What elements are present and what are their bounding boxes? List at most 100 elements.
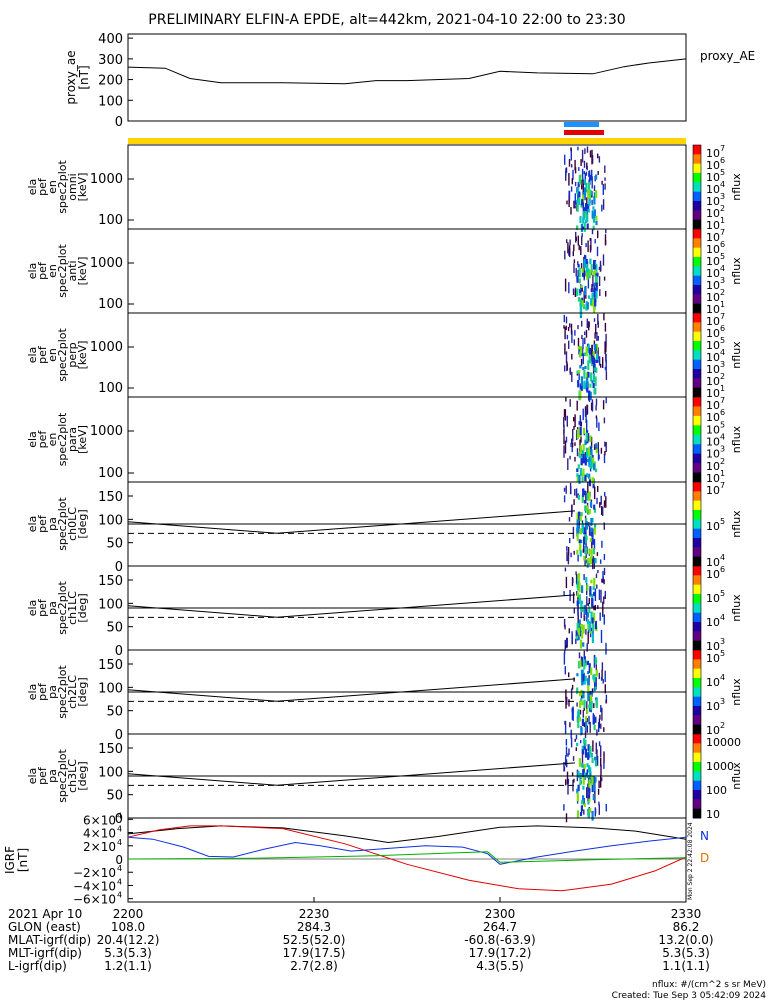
spectrogram-pixel: [586, 146, 589, 153]
spectrogram-pixel: [592, 624, 595, 632]
igrf-ytick-label: −4×10: [73, 879, 116, 893]
spectrogram-pixel: [598, 804, 600, 815]
anti-ylabel-line: ela: [26, 263, 39, 280]
spectrogram-pixel: [577, 380, 580, 388]
spectrogram-pixel: [579, 468, 583, 476]
spectrogram-pixel: [568, 699, 570, 707]
spectrogram-pixel: [563, 495, 566, 503]
spectrogram-pixel: [578, 452, 581, 458]
spectrogram-pixel: [587, 685, 590, 695]
spectrogram-pixel: [581, 149, 584, 163]
spectrogram-pixel: [595, 174, 598, 180]
spectrogram-pixel: [565, 351, 568, 364]
spectrogram-pixel: [572, 526, 575, 539]
colorbar-frame: [692, 733, 702, 819]
spectrogram-pixel: [598, 156, 601, 163]
proxy-ae-ylabel: proxy_ae [nT]: [64, 50, 91, 104]
spectrogram-pixel: [593, 688, 596, 692]
spectrogram-pixel: [595, 282, 598, 292]
spectrogram-pixel: [580, 263, 583, 269]
spectrogram-pixel: [582, 194, 585, 203]
colorbar-tick-exponent: 2: [720, 372, 725, 381]
spectrogram-pixel: [570, 737, 573, 748]
spectrogram-pixel: [592, 206, 595, 210]
spectrogram-pixel: [580, 159, 582, 166]
colorbar-segment: [693, 359, 701, 370]
spectrogram-pixel: [599, 714, 601, 720]
spectrogram-pixel: [589, 245, 592, 253]
spectrogram-pixel: [579, 303, 582, 310]
spectrogram-pixel: [605, 496, 607, 508]
spectrogram-pixel: [586, 492, 589, 501]
spectrogram-pixel: [584, 148, 586, 155]
spectrogram-pixel: [604, 492, 606, 497]
ch3LC-ylabel-line: pa: [46, 769, 59, 783]
colorbar-tick-exponent: 3: [720, 697, 725, 706]
spectrogram-pixel: [600, 705, 602, 713]
spectrogram-pixel: [578, 474, 581, 484]
spectrogram-pixel: [590, 579, 593, 584]
ch3LC-ylabel-line: spec2plot: [56, 749, 69, 803]
spectrogram-pixel: [565, 644, 567, 648]
spectrogram-pixel: [593, 463, 596, 471]
spectrogram-pixel: [602, 679, 604, 684]
spectrogram-pixel: [565, 168, 567, 176]
spectrogram-pixel: [605, 345, 607, 353]
spectrogram-pixel: [594, 239, 596, 244]
spectrogram-pixel: [596, 497, 598, 505]
spectrogram-pixel: [573, 607, 575, 614]
spectrogram-pixel: [572, 288, 575, 296]
spectrogram-pixel: [596, 246, 599, 257]
spectrogram-pixel: [584, 439, 587, 446]
ephemeris-row-label: MLT-igrf(dip): [8, 946, 82, 960]
spectrogram-pixel: [576, 549, 579, 555]
colorbar-tick-label: 10: [706, 363, 720, 376]
footer-units: nflux: #/(cm^2 s sr MeV): [652, 980, 766, 990]
colorbar-label: nflux: [730, 594, 743, 622]
spectrogram-pixel: [591, 454, 594, 460]
colorbar-segment: [693, 594, 701, 604]
spectrogram-pixel: [563, 417, 565, 428]
ch3LC-ylabel-line: [deg]: [76, 761, 89, 790]
colorbar-tick-exponent: 5: [720, 649, 725, 658]
spectrogram-pixel: [583, 605, 586, 614]
spectrogram-pixel: [586, 213, 589, 223]
spectrogram-pixel: [578, 511, 581, 520]
side-stamp-text: Mon Sep 2 22:42:08 2024: [687, 822, 694, 900]
ephemeris-row-label: GLON (east): [8, 920, 81, 934]
igrf-ytick-label: 2×10: [83, 840, 116, 854]
spectrogram-pixel: [580, 449, 583, 460]
igrf-ytick-label: 4×10: [83, 827, 116, 841]
spectrogram-pixel: [580, 612, 582, 619]
colorbar-segment: [693, 724, 701, 735]
spectrogram-pixel: [579, 445, 582, 455]
spectrogram-pixel: [578, 370, 581, 374]
spectrogram-pixel: [602, 506, 604, 516]
spectrogram-pixel: [571, 631, 573, 642]
spectrogram-pixel: [583, 222, 586, 232]
colorbar-tick-label: 10: [706, 640, 720, 653]
spectrogram-pixel: [583, 803, 586, 807]
spectrogram-pixel: [593, 192, 596, 197]
igrf-series-line: [127, 836, 687, 865]
spectrogram-pixel: [580, 601, 583, 611]
igrf-ytick-exponent: 4: [117, 877, 122, 886]
spectrogram-pixel: [588, 195, 591, 199]
spectrogram-pixel: [568, 628, 570, 634]
spectrogram-pixel: [583, 171, 585, 175]
spectrogram-pixel: [583, 270, 585, 279]
colorbar-segment: [693, 519, 701, 530]
colorbar-label: nflux: [730, 510, 743, 538]
spectrogram-pixel: [598, 780, 600, 789]
spectrogram-pixel: [585, 263, 588, 273]
spectrogram-pixel: [567, 778, 570, 784]
ephemeris-value: 2.7(2.8): [290, 959, 338, 973]
colorbar-segment: [693, 453, 701, 464]
spectrogram-pixel: [587, 360, 590, 371]
spectrogram-pixel: [585, 604, 587, 615]
spectrogram-pixel: [581, 179, 583, 190]
spectrogram-pixel: [603, 567, 606, 576]
spectrogram-pixel: [591, 783, 594, 793]
spectrogram-pixel: [585, 772, 588, 776]
